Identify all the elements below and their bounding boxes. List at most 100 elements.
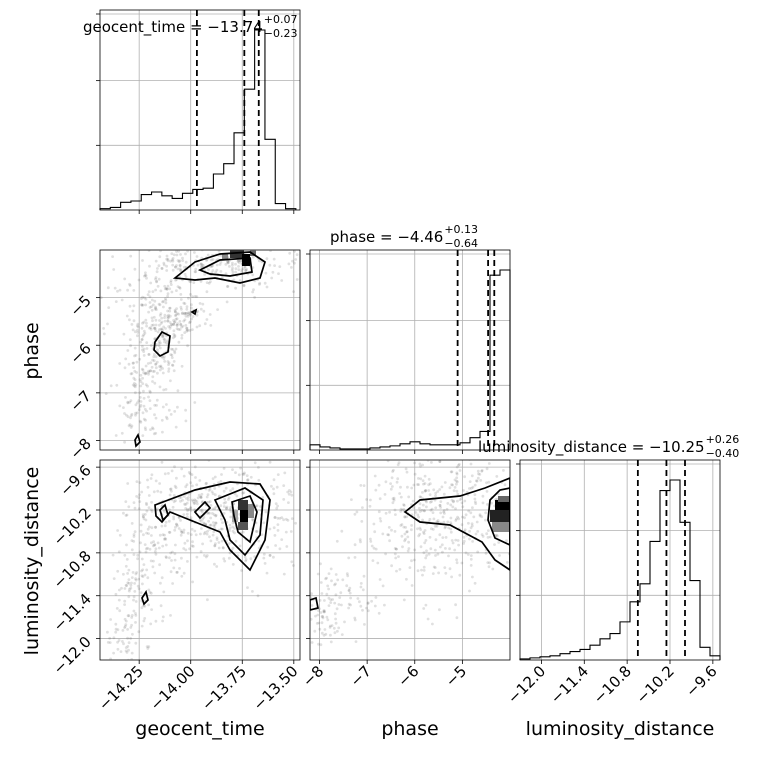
posterior-sample	[370, 599, 373, 603]
posterior-sample	[149, 369, 153, 373]
posterior-sample	[434, 491, 438, 495]
posterior-sample	[185, 501, 189, 505]
posterior-sample	[226, 259, 230, 263]
posterior-sample	[148, 547, 152, 551]
posterior-sample	[108, 641, 112, 644]
posterior-sample	[452, 499, 456, 503]
posterior-sample	[333, 583, 336, 587]
posterior-sample	[147, 506, 151, 510]
posterior-sample	[150, 508, 153, 511]
posterior-sample	[325, 592, 329, 596]
posterior-sample	[278, 517, 282, 520]
posterior-sample	[442, 510, 445, 514]
posterior-sample	[222, 512, 226, 515]
posterior-sample	[150, 500, 154, 504]
posterior-sample	[430, 500, 433, 503]
posterior-sample	[233, 492, 237, 496]
posterior-sample	[455, 465, 459, 469]
posterior-sample	[157, 246, 160, 249]
posterior-sample	[180, 364, 184, 368]
posterior-sample	[151, 380, 154, 383]
posterior-sample	[176, 322, 180, 325]
posterior-sample	[305, 609, 308, 612]
posterior-sample	[458, 498, 462, 502]
posterior-sample	[413, 472, 417, 476]
posterior-sample	[419, 464, 422, 468]
posterior-sample	[132, 289, 136, 292]
posterior-sample	[140, 297, 143, 300]
posterior-sample	[189, 241, 192, 244]
posterior-sample	[184, 314, 188, 318]
posterior-sample	[392, 468, 395, 472]
posterior-sample	[330, 579, 333, 583]
posterior-sample	[199, 519, 203, 523]
posterior-sample	[148, 389, 152, 393]
posterior-sample	[116, 647, 120, 651]
posterior-sample	[140, 569, 143, 573]
posterior-sample	[186, 515, 189, 519]
posterior-sample	[199, 496, 203, 499]
posterior-sample	[381, 584, 385, 588]
posterior-sample	[172, 253, 176, 257]
posterior-sample	[428, 493, 432, 496]
posterior-sample	[194, 270, 198, 274]
posterior-sample	[302, 496, 305, 499]
posterior-sample	[318, 599, 322, 602]
posterior-sample	[327, 596, 331, 600]
posterior-sample	[486, 561, 490, 564]
posterior-sample	[126, 614, 130, 618]
posterior-sample	[163, 287, 167, 291]
posterior-sample	[395, 569, 398, 573]
posterior-sample	[154, 479, 158, 483]
posterior-sample	[265, 257, 269, 260]
posterior-sample	[149, 559, 153, 563]
posterior-sample	[158, 314, 162, 317]
posterior-sample	[144, 372, 148, 375]
posterior-sample	[176, 267, 180, 271]
posterior-sample	[428, 482, 432, 486]
posterior-sample	[138, 405, 142, 409]
posterior-sample	[177, 328, 181, 331]
posterior-sample	[163, 360, 167, 363]
posterior-sample	[485, 481, 488, 485]
posterior-sample	[502, 469, 505, 472]
posterior-sample	[168, 309, 172, 313]
posterior-sample	[191, 540, 194, 544]
posterior-sample	[422, 569, 426, 572]
posterior-sample	[517, 486, 520, 489]
posterior-sample	[204, 482, 208, 486]
posterior-sample	[164, 537, 168, 541]
posterior-sample	[451, 505, 455, 509]
posterior-sample	[135, 571, 139, 574]
posterior-sample	[379, 455, 382, 458]
posterior-sample	[189, 509, 193, 512]
posterior-sample	[155, 343, 158, 346]
posterior-sample	[416, 483, 419, 486]
posterior-sample	[140, 338, 144, 341]
posterior-sample	[146, 293, 150, 296]
posterior-sample	[383, 493, 387, 496]
posterior-sample	[125, 558, 129, 561]
posterior-sample	[127, 424, 131, 428]
posterior-sample	[420, 508, 424, 512]
posterior-sample	[159, 581, 162, 585]
posterior-sample	[142, 619, 146, 623]
posterior-sample	[222, 505, 226, 508]
posterior-sample	[202, 516, 206, 519]
posterior-sample	[166, 316, 170, 320]
posterior-sample	[136, 584, 140, 588]
posterior-sample	[476, 530, 480, 533]
title-phase-plus: +0.13	[444, 223, 478, 236]
posterior-sample	[139, 591, 143, 594]
posterior-sample	[148, 306, 152, 309]
posterior-sample	[117, 639, 121, 642]
posterior-sample	[536, 516, 539, 519]
posterior-sample	[173, 310, 177, 313]
posterior-sample	[148, 250, 151, 251]
posterior-sample	[120, 586, 123, 590]
posterior-sample	[139, 523, 143, 527]
posterior-sample	[147, 353, 151, 356]
posterior-sample	[422, 509, 426, 513]
posterior-sample	[148, 295, 152, 299]
posterior-sample	[276, 473, 280, 476]
